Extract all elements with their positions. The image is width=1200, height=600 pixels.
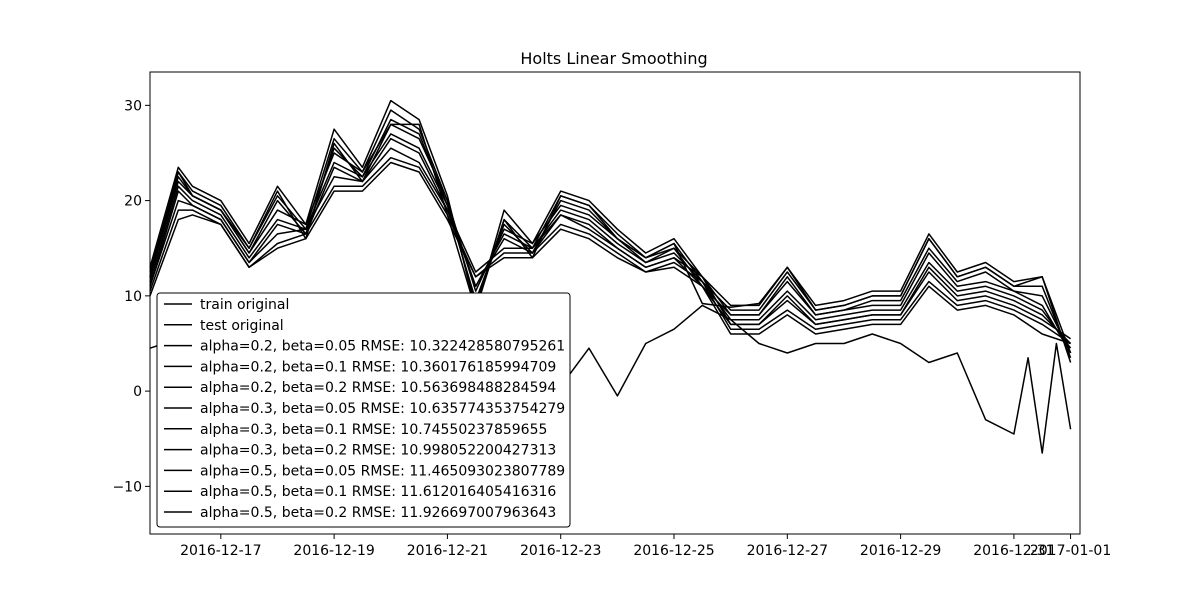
legend-entry-label: alpha=0.3, beta=0.1 RMSE: 10.74550237859… <box>200 422 547 438</box>
legend-entry-label: alpha=0.2, beta=0.2 RMSE: 10.56369848828… <box>200 380 556 396</box>
y-tick-label: 20 <box>124 194 142 210</box>
legend-entry-label: alpha=0.5, beta=0.05 RMSE: 11.4650930238… <box>200 463 565 479</box>
series-line-alpha-0-3-beta-0-05-rmse-10-635774353754-5 <box>149 137 1072 345</box>
x-tick-label: 2017-01-01 <box>1030 543 1111 559</box>
legend-entry-label: alpha=0.3, beta=0.05 RMSE: 10.6357743537… <box>200 401 565 417</box>
series-line-alpha-0-5-beta-0-2-rmse-11-9266970079636-10 <box>149 99 1072 363</box>
series-line-alpha-0-5-beta-0-1-rmse-11-6120164054163-9 <box>149 109 1072 359</box>
x-tick-label: 2016-12-29 <box>860 543 941 559</box>
legend: train original test original alpha=0.2, be… <box>156 292 571 528</box>
legend-entry-label: alpha=0.3, beta=0.2 RMSE: 10.99805220042… <box>200 443 556 459</box>
x-tick-label: 2016-12-19 <box>293 543 374 559</box>
x-tick-label: 2016-12-25 <box>633 543 714 559</box>
legend-entry-label: alpha=0.5, beta=0.2 RMSE: 11.92669700796… <box>200 505 556 521</box>
series-line-alpha-0-5-beta-0-05-rmse-11-465093023807-8 <box>149 118 1072 354</box>
x-axis: 2016-12-17 2016-12-19 2016-12-21 2016-12-23… <box>180 534 1111 559</box>
legend-entry-label: alpha=0.5, beta=0.1 RMSE: 11.61201640541… <box>200 484 556 500</box>
series-line-alpha-0-2-beta-0-2-rmse-10-5636984882845-4 <box>149 147 1072 340</box>
legend-entry-label: test original <box>200 318 284 334</box>
series-line-alpha-0-3-beta-0-1-rmse-10-7455023785965-6 <box>149 133 1072 349</box>
legend-box <box>156 292 571 528</box>
legend-entry-label: alpha=0.2, beta=0.1 RMSE: 10.36017618599… <box>200 359 556 375</box>
y-axis: −10 0 10 20 30 <box>112 98 150 495</box>
y-tick-label: 30 <box>124 98 142 114</box>
series-line-alpha-0-2-beta-0-1-rmse-10-3601761859947-3 <box>149 156 1072 345</box>
x-tick-label: 2016-12-21 <box>407 543 488 559</box>
x-tick-label: 2016-12-23 <box>520 543 601 559</box>
chart-title: Holts Linear Smoothing <box>520 49 707 68</box>
x-tick-label: 2016-12-17 <box>180 543 261 559</box>
plot-area-frame <box>149 71 1081 535</box>
legend-entry-label: train original <box>200 297 289 313</box>
y-tick-label: 10 <box>124 289 142 305</box>
y-tick-label: 0 <box>133 384 142 400</box>
series-line-alpha-0-2-beta-0-05-rmse-10-322428580795-2 <box>149 161 1071 345</box>
x-tick-label: 2016-12-27 <box>747 543 828 559</box>
legend-entry-label: alpha=0.2, beta=0.05 RMSE: 10.3224285807… <box>200 339 565 355</box>
y-tick-label: −10 <box>112 479 142 495</box>
x-tick-label: 2016-12-31 <box>973 543 1054 559</box>
